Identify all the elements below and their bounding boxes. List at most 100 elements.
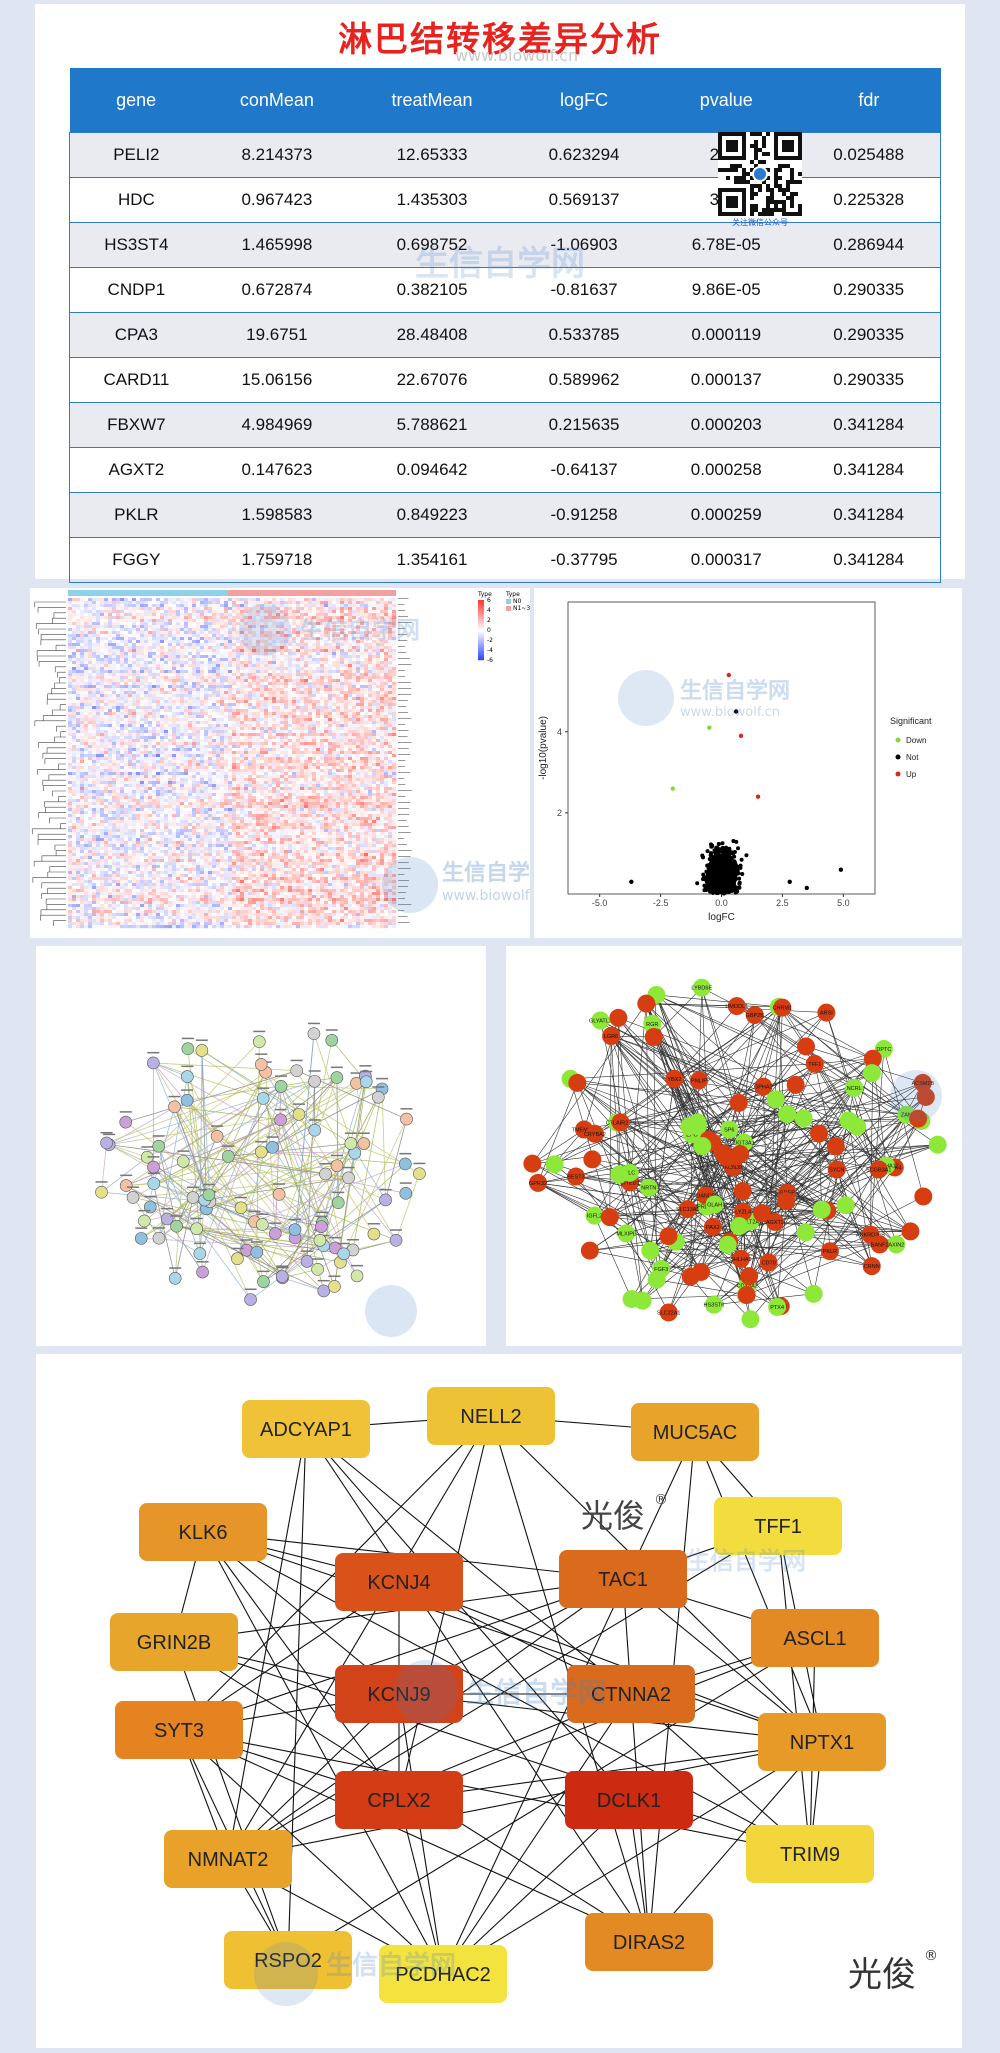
cell-logFC: -0.64137 (512, 447, 656, 493)
ppi-node-label: BANF2 (871, 1242, 889, 1248)
ppi-node (731, 1144, 750, 1163)
cell-logFC: -0.91258 (512, 492, 656, 538)
ppi-node-label: SLC13A1 (676, 1207, 700, 1213)
hub-node-tac1: TAC1 (559, 1550, 687, 1608)
ppi-node: UMODL1 (725, 997, 748, 1016)
ppi-node (717, 1148, 736, 1167)
watermark-site: 生信自学网 (326, 1950, 456, 1981)
ppi-node: LYZL4 (734, 1202, 753, 1221)
ppi-node: PTX4 (768, 1297, 787, 1316)
ppi-node: YBX2 (665, 1069, 684, 1088)
ppi-node (848, 1117, 867, 1136)
cell-treatMean: 5.788621 (351, 402, 513, 448)
hub-node-nmnat2: NMNAT2 (164, 1830, 292, 1888)
ppi-node: CHRM1 (773, 998, 793, 1017)
hub-node-kcnj4: KCNJ4 (335, 1553, 463, 1611)
x-tick-label: 5.0 (837, 898, 850, 908)
cell-fdr: 0.341284 (797, 402, 942, 448)
ppi-network-panel: LYBD6EZANGPR32CDX8A2GPHA2PRLHRLGR6SP6GBP… (506, 946, 962, 1346)
cell-treatMean: 1.435303 (351, 177, 513, 223)
ppi-node (647, 1270, 666, 1289)
ppi-node-label: LGR6 (604, 1034, 618, 1040)
cell-logFC: 0.533785 (512, 312, 656, 358)
ppi-node-label: CRNN (864, 1264, 880, 1270)
page-title: 淋巴结转移差异分析 (338, 20, 662, 60)
cell-fdr: 0.286944 (797, 222, 942, 268)
ppi-node (916, 1087, 935, 1106)
legend-item: Down (906, 736, 926, 745)
ppi-node (909, 1109, 928, 1128)
ppi-node (568, 1073, 587, 1092)
ppi-node-label: CRYBA2 (584, 1132, 606, 1138)
qr-caption: 关注微信公众号 (732, 217, 788, 227)
ppi-node: BANF2 (870, 1235, 889, 1254)
ppi-node-label: CD70 (762, 1260, 776, 1266)
ppi-node: AXIN2 (887, 1235, 906, 1254)
scale-tick: 2 (487, 617, 491, 624)
ppi-node-label: KCNJ9 (724, 1165, 741, 1171)
legend-title: Type (477, 591, 492, 598)
cell-conMean: 1.598583 (202, 492, 352, 538)
cell-fdr: 0.341284 (797, 447, 942, 493)
ppi-node: NCRL (845, 1078, 864, 1097)
cell-treatMean: 0.094642 (351, 447, 513, 493)
x-tick-label: -2.5 (653, 898, 669, 908)
cell-pvalue: 0.000258 (655, 447, 798, 493)
hub-node-trim9: TRIM9 (746, 1825, 874, 1883)
cell-treatMean: 0.698752 (351, 222, 513, 268)
legend-title: Type (505, 591, 520, 598)
ppi-node-label: SYCN (829, 1167, 844, 1173)
ppi-node: SCGB3A1 (866, 1160, 891, 1179)
ppi-node: MLXIPL (616, 1224, 636, 1243)
ppi-node (810, 1124, 829, 1143)
signature: 光俊 (848, 1955, 916, 1995)
ppi-node-label: KLK4 (888, 1165, 901, 1171)
ppi-node (804, 1284, 823, 1303)
ppi-node (777, 1192, 796, 1211)
hub-node-ctnna2: CTNNA2 (567, 1665, 695, 1723)
ppi-node: GPR32 (529, 1173, 547, 1192)
column-header-gene: gene (69, 68, 203, 133)
table-row: FBXW7 4.984969 5.788621 0.215635 0.000203 0.3… (68, 402, 942, 448)
ppi-node: RGR (643, 1014, 662, 1033)
hub-node-label: SYT3 (154, 1720, 204, 1742)
watermark-url: www.biowolf.cn (680, 705, 780, 720)
ppi-node (733, 1182, 752, 1201)
cell-logFC: 0.569137 (512, 177, 656, 223)
column-header-treatMean: treatMean (351, 68, 513, 133)
ppi-node (796, 1223, 815, 1242)
hub-node-label: ADCYAP1 (260, 1419, 352, 1441)
cell-pvalue: 0.000137 (655, 357, 798, 403)
heatmap-chart: TypeTypeN0N1~36420-2-4-6生信自学网生信自学网www.bi… (31, 590, 552, 929)
ppi-node-label: AGXT2 (766, 1220, 784, 1226)
ppi-node: TFF1 (805, 1054, 824, 1073)
cell-fdr: 0.341284 (797, 537, 942, 583)
table-row: AGXT2 0.147623 0.094642 -0.64137 0.000258 0.3… (68, 447, 942, 493)
ppi-node (545, 1155, 564, 1174)
ppi-node (753, 1204, 772, 1223)
type-annotation-bar (68, 590, 396, 596)
table-body: PELI28.21437312.653330.6232942.010.02548… (68, 132, 942, 583)
ppi-node-label: PNLIP (691, 1078, 707, 1084)
ppi-node (737, 1286, 756, 1305)
ppi-node (580, 1241, 599, 1260)
ppi-node (523, 1154, 542, 1173)
hub-node-nell2: NELL2 (427, 1387, 555, 1445)
cell-conMean: 0.672874 (202, 267, 352, 313)
ppi-node-label: SCGB3A1 (866, 1168, 891, 1174)
scale-tick: 0 (487, 627, 491, 634)
cell-pvalue: 0.000317 (655, 537, 798, 583)
ppi-node-label: NCRL (847, 1086, 862, 1092)
hub-node-label: DCLK1 (597, 1790, 661, 1812)
hub-node-label: TFF1 (754, 1516, 802, 1538)
ppi-node-label: GPHA2 (754, 1085, 773, 1091)
cell-gene: PKLR (68, 492, 203, 538)
string-network-panel (36, 946, 486, 1346)
ppi-node: CD70 (759, 1253, 778, 1272)
ppi-node-label: CHRM1 (773, 1006, 793, 1012)
ppi-node: SP6 (720, 1120, 739, 1139)
table-header: gene conMean treatMean logFC pvalue fdr (69, 68, 941, 133)
cell-fdr: 0.290335 (797, 312, 942, 358)
